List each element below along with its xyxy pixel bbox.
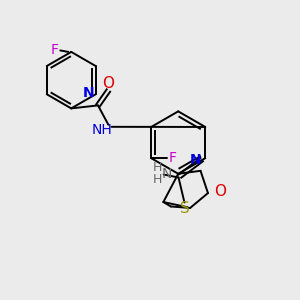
Text: N: N	[82, 86, 94, 100]
Text: N: N	[161, 167, 172, 181]
Text: H: H	[153, 161, 162, 175]
Text: F: F	[169, 151, 177, 165]
Text: O: O	[214, 184, 226, 199]
Text: F: F	[51, 44, 59, 57]
Text: O: O	[102, 76, 114, 91]
Text: S: S	[180, 201, 189, 216]
Text: N: N	[190, 153, 202, 167]
Text: H: H	[153, 173, 162, 186]
Text: NH: NH	[92, 123, 113, 137]
